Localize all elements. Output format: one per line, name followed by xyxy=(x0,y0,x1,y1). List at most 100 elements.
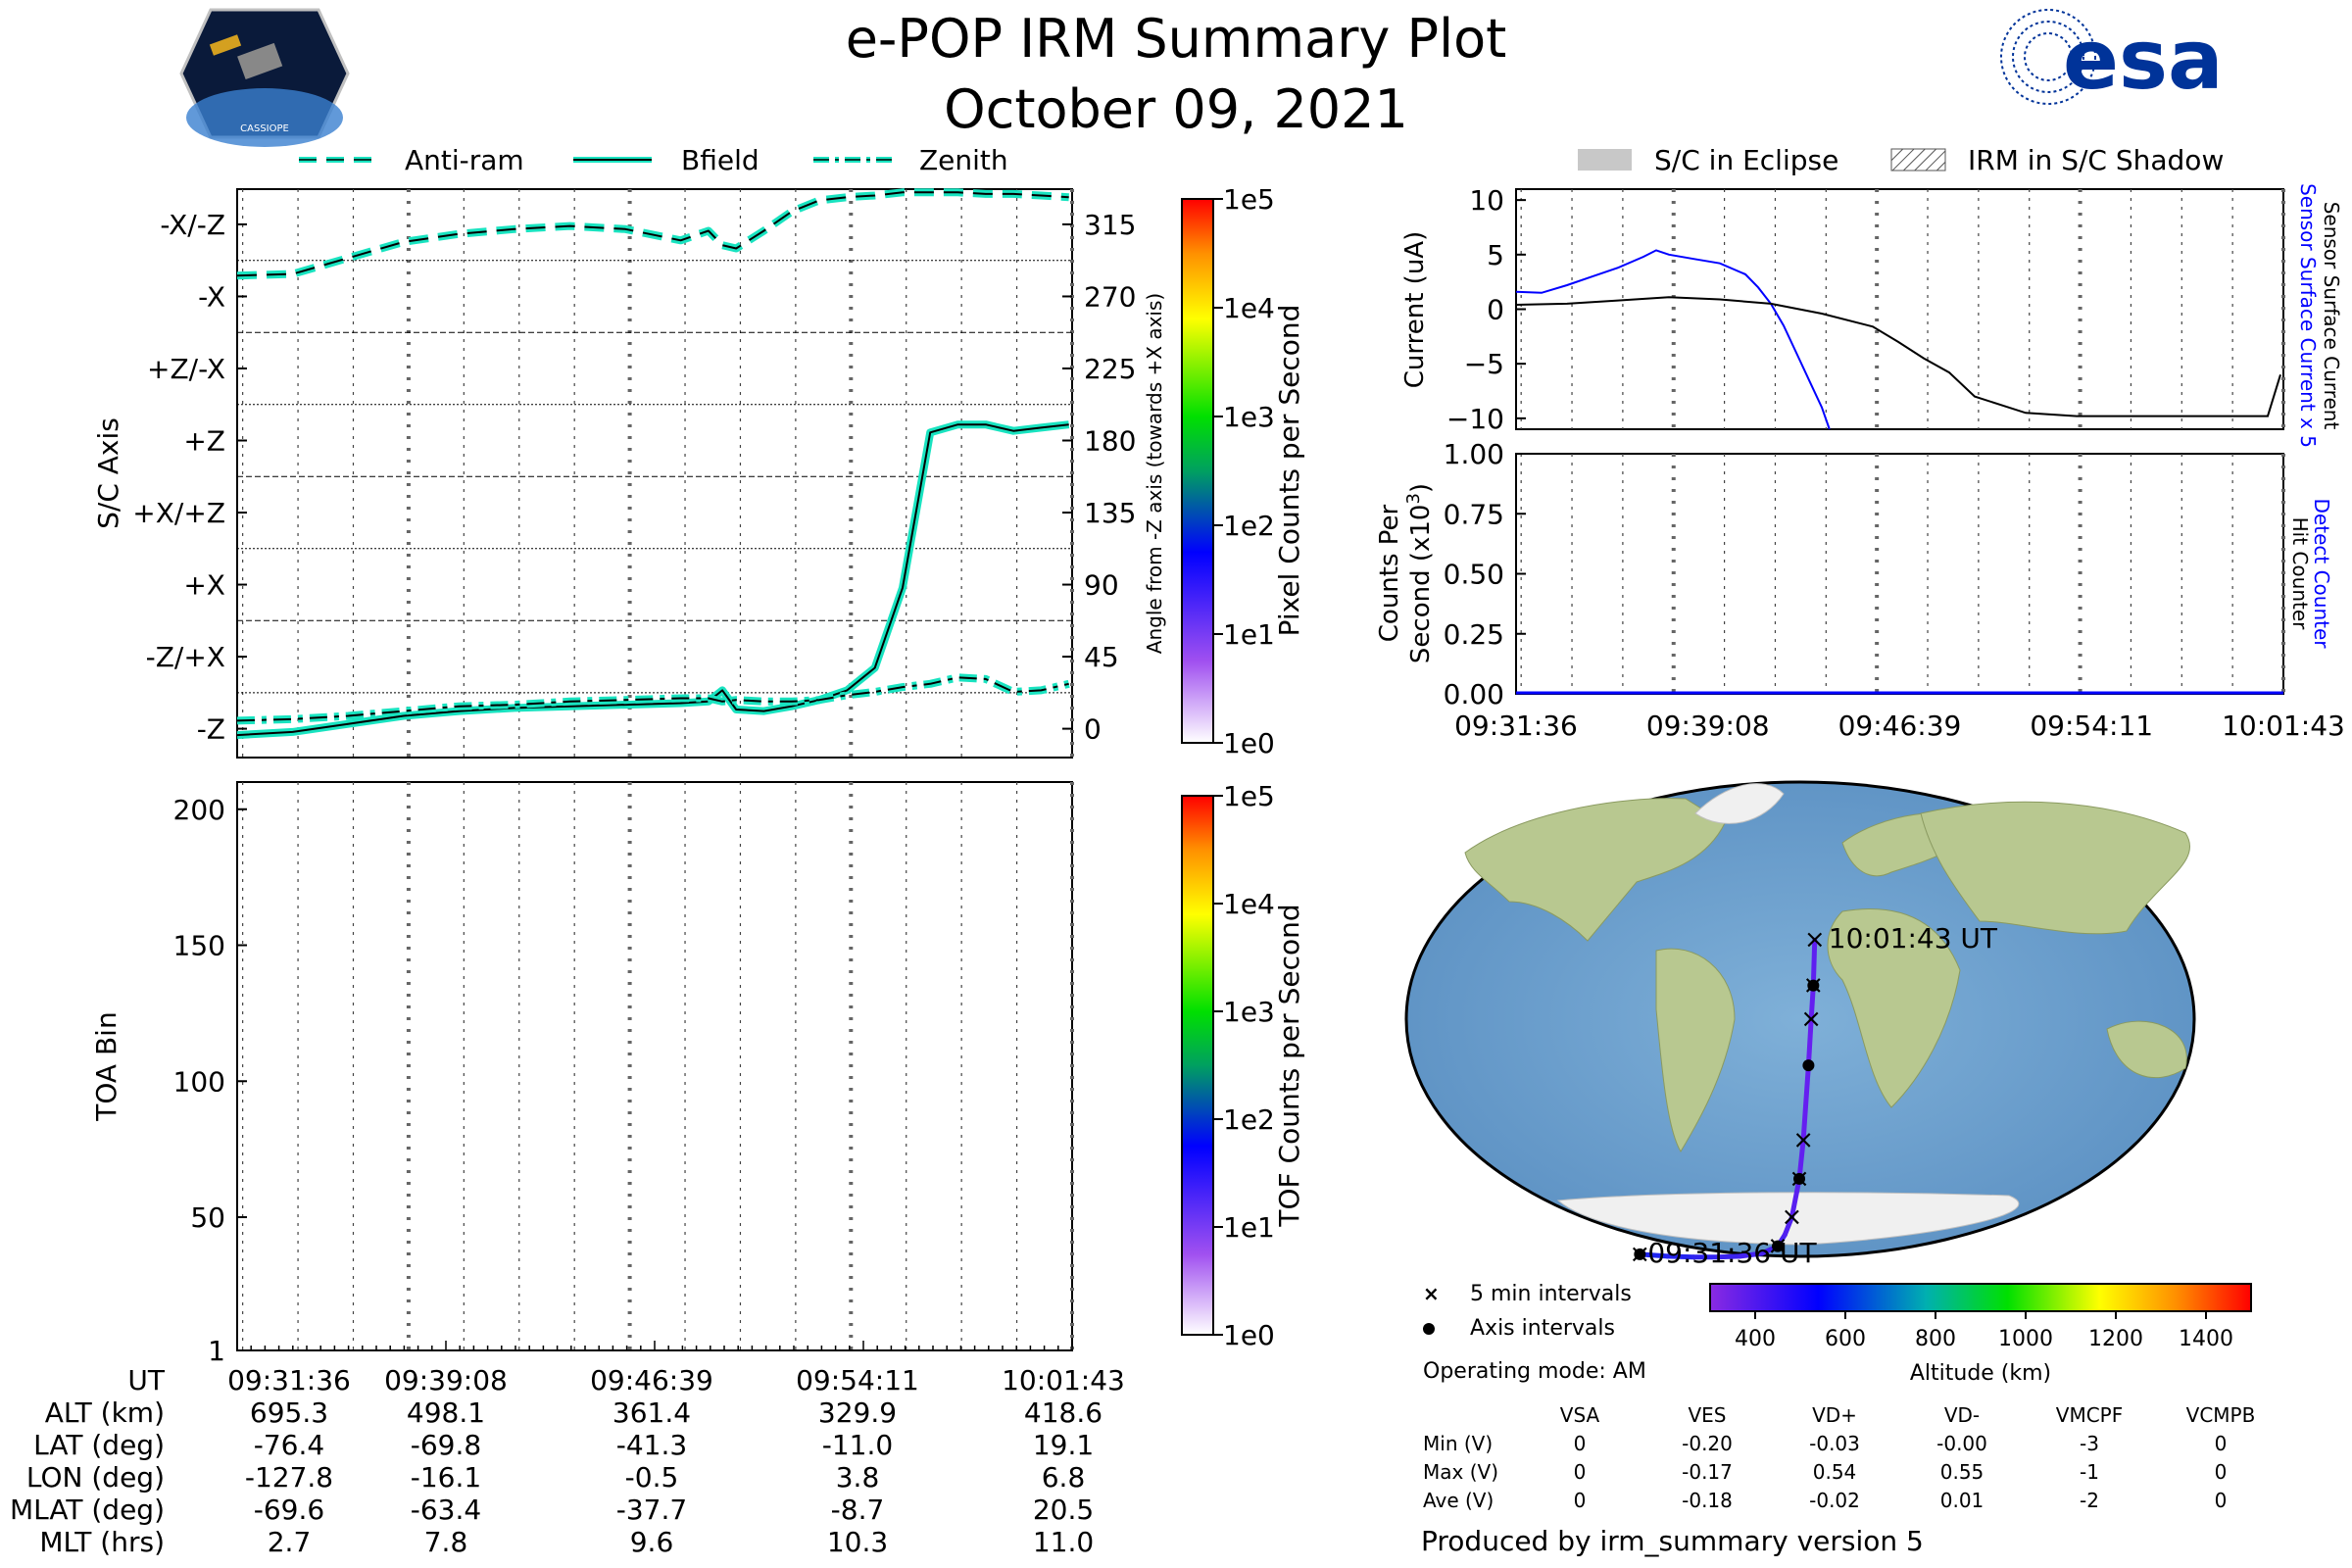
position-cell: 418.6 xyxy=(1023,1396,1103,1429)
five-min-marker: × xyxy=(1792,1125,1814,1154)
axis-label: +Z xyxy=(183,425,225,458)
voltage-cell: -0.00 xyxy=(1936,1432,1987,1455)
angle-tick: 45 xyxy=(1084,641,1119,673)
time-tick: 09:54:11 xyxy=(2030,710,2153,742)
axis-label: -X/-Z xyxy=(160,209,225,241)
counts-tick: 1.00 xyxy=(1444,438,1504,470)
current-tick: 10 xyxy=(1469,184,1504,217)
svg-text:Operating mode: AM: Operating mode: AM xyxy=(1423,1359,1646,1384)
x-marker-icon: × xyxy=(1423,1282,1440,1305)
continents xyxy=(1464,783,2191,1246)
tof-colorbar: 1e0 1e1 1e2 1e3 1e4 1e5 TOF Counts per Second xyxy=(1181,780,1305,1351)
voltage-cell: 0 xyxy=(1573,1460,1587,1484)
axis-label: -Z xyxy=(197,713,225,746)
five-min-marker: × xyxy=(1781,1202,1802,1232)
position-cell: -37.7 xyxy=(615,1494,688,1526)
position-row-label: UT xyxy=(127,1364,165,1396)
voltage-cell: 0 xyxy=(2214,1489,2228,1512)
position-cell: -8.7 xyxy=(830,1494,885,1526)
pixel-colorbar: 1e0 1e1 1e2 1e3 1e4 1e5 Pixel Counts per Seco… xyxy=(1181,183,1305,760)
time-tick: 09:31:36 xyxy=(1454,710,1578,742)
position-cell: -63.4 xyxy=(410,1494,482,1526)
current-tick: −5 xyxy=(1464,348,1504,380)
voltage-cell: -0.17 xyxy=(1682,1460,1733,1484)
axis-marker xyxy=(1793,1172,1806,1185)
current-ylabel-right-1: Sensor Surface Current x 5 xyxy=(2296,183,2320,448)
position-cell: 3.8 xyxy=(835,1461,880,1494)
angle-tick: 0 xyxy=(1084,713,1102,746)
axis-label: +Z/-X xyxy=(147,353,225,385)
position-cell: 9.6 xyxy=(629,1526,674,1558)
voltage-cell: 0 xyxy=(1573,1432,1587,1455)
voltage-header: VES xyxy=(1688,1403,1727,1427)
position-cell: 2.7 xyxy=(267,1526,312,1558)
time-tick: 09:46:39 xyxy=(1838,710,1962,742)
voltage-cell: 0.54 xyxy=(1812,1460,1857,1484)
axis-label: -X xyxy=(198,280,225,313)
svg-text:5 min intervals: 5 min intervals xyxy=(1470,1282,1632,1306)
svg-text:esa: esa xyxy=(2063,12,2224,108)
footer-credit: Produced by irm_summary version 5 xyxy=(1421,1525,1924,1557)
altitude-tick: 800 xyxy=(1915,1327,1956,1351)
position-cell: 6.8 xyxy=(1041,1461,1086,1494)
esa-logo: esa xyxy=(2000,9,2224,108)
track-start-label: 09:31:36 UT xyxy=(1647,1237,1817,1269)
toa-tick: 1 xyxy=(208,1335,225,1367)
current-ylabel: Current (uA) xyxy=(1400,231,1430,388)
counts-panel: 0.00 0.25 0.50 0.75 1.00 09:31:36 09:39:08 09:… xyxy=(1375,438,2345,742)
attitude-panel: -Z -Z/+X +X +X/+Z +Z +Z/-X -X -X/-Z 0 45 90 135 180… xyxy=(92,188,1166,759)
colorbar-tick: 1e2 xyxy=(1223,510,1275,542)
position-row-label: ALT (km) xyxy=(44,1396,165,1429)
track-segment xyxy=(1800,1062,1811,1143)
position-row-label: MLAT (deg) xyxy=(9,1494,165,1526)
toa-ylabel: TOA Bin xyxy=(90,1011,122,1121)
colorbar-tick: 1e1 xyxy=(1223,618,1275,651)
colorbar-tick: 1e4 xyxy=(1223,292,1275,324)
tof-colorbar-label: TOF Counts per Second xyxy=(1273,904,1305,1227)
colorbar-tick: 1e5 xyxy=(1223,780,1275,812)
eclipse-legend: S/C in Eclipse IRM in S/C Shadow xyxy=(1578,144,2224,176)
position-cell: 695.3 xyxy=(249,1396,329,1429)
legend-shadow: IRM in S/C Shadow xyxy=(1968,144,2224,176)
position-row-label: MLT (hrs) xyxy=(39,1526,165,1558)
position-cell: -0.5 xyxy=(624,1461,679,1494)
dot-marker-icon xyxy=(1423,1323,1435,1335)
position-cell: -127.8 xyxy=(244,1461,334,1494)
position-cell: 19.1 xyxy=(1032,1429,1095,1461)
counts-ylabel-right-2: Hit Counter xyxy=(2288,517,2312,630)
altitude-tick: 1400 xyxy=(2179,1327,2233,1351)
voltage-cell: -2 xyxy=(2080,1489,2099,1512)
position-cell: -16.1 xyxy=(410,1461,482,1494)
track-segment xyxy=(1737,1250,1765,1259)
voltage-cell: -1 xyxy=(2080,1460,2099,1484)
voltage-row-label: Min (V) xyxy=(1423,1432,1494,1455)
position-cell: 09:54:11 xyxy=(796,1364,919,1396)
axis-marker xyxy=(1634,1248,1646,1260)
voltage-header: VCMPB xyxy=(2185,1403,2256,1427)
colorbar-tick: 1e3 xyxy=(1223,401,1275,433)
voltage-cell: -0.20 xyxy=(1682,1432,1733,1455)
current-series-1 xyxy=(1515,296,2281,417)
toa-tick: 150 xyxy=(173,930,225,962)
legend-anti-ram: Anti-ram xyxy=(405,144,524,176)
colorbar-tick: 1e0 xyxy=(1223,727,1275,760)
series-anti-ram xyxy=(236,191,1069,277)
voltage-cell: -0.02 xyxy=(1809,1489,1860,1512)
voltage-cell: 0 xyxy=(1573,1489,1587,1512)
time-tick: 09:39:08 xyxy=(1646,710,1770,742)
position-cell: 09:39:08 xyxy=(384,1364,508,1396)
axis-marker xyxy=(1802,1059,1815,1072)
series-bfield-glow xyxy=(236,420,1070,740)
counts-ylabel-2: Second (x103) xyxy=(1403,483,1436,663)
position-cell: 361.4 xyxy=(612,1396,692,1429)
angle-tick: 180 xyxy=(1084,425,1136,458)
voltage-header: VMCPF xyxy=(2055,1403,2124,1427)
five-min-marker: × xyxy=(1804,925,1826,955)
attitude-legend: Anti-ram Bfield Zenith xyxy=(299,144,1008,176)
axis-label: +X xyxy=(183,569,225,602)
voltage-row-label: Ave (V) xyxy=(1423,1489,1494,1512)
legend-zenith: Zenith xyxy=(919,144,1008,176)
position-cell: -41.3 xyxy=(615,1429,688,1461)
track-segment xyxy=(1714,1253,1742,1260)
legend-eclipse: S/C in Eclipse xyxy=(1654,144,1838,176)
